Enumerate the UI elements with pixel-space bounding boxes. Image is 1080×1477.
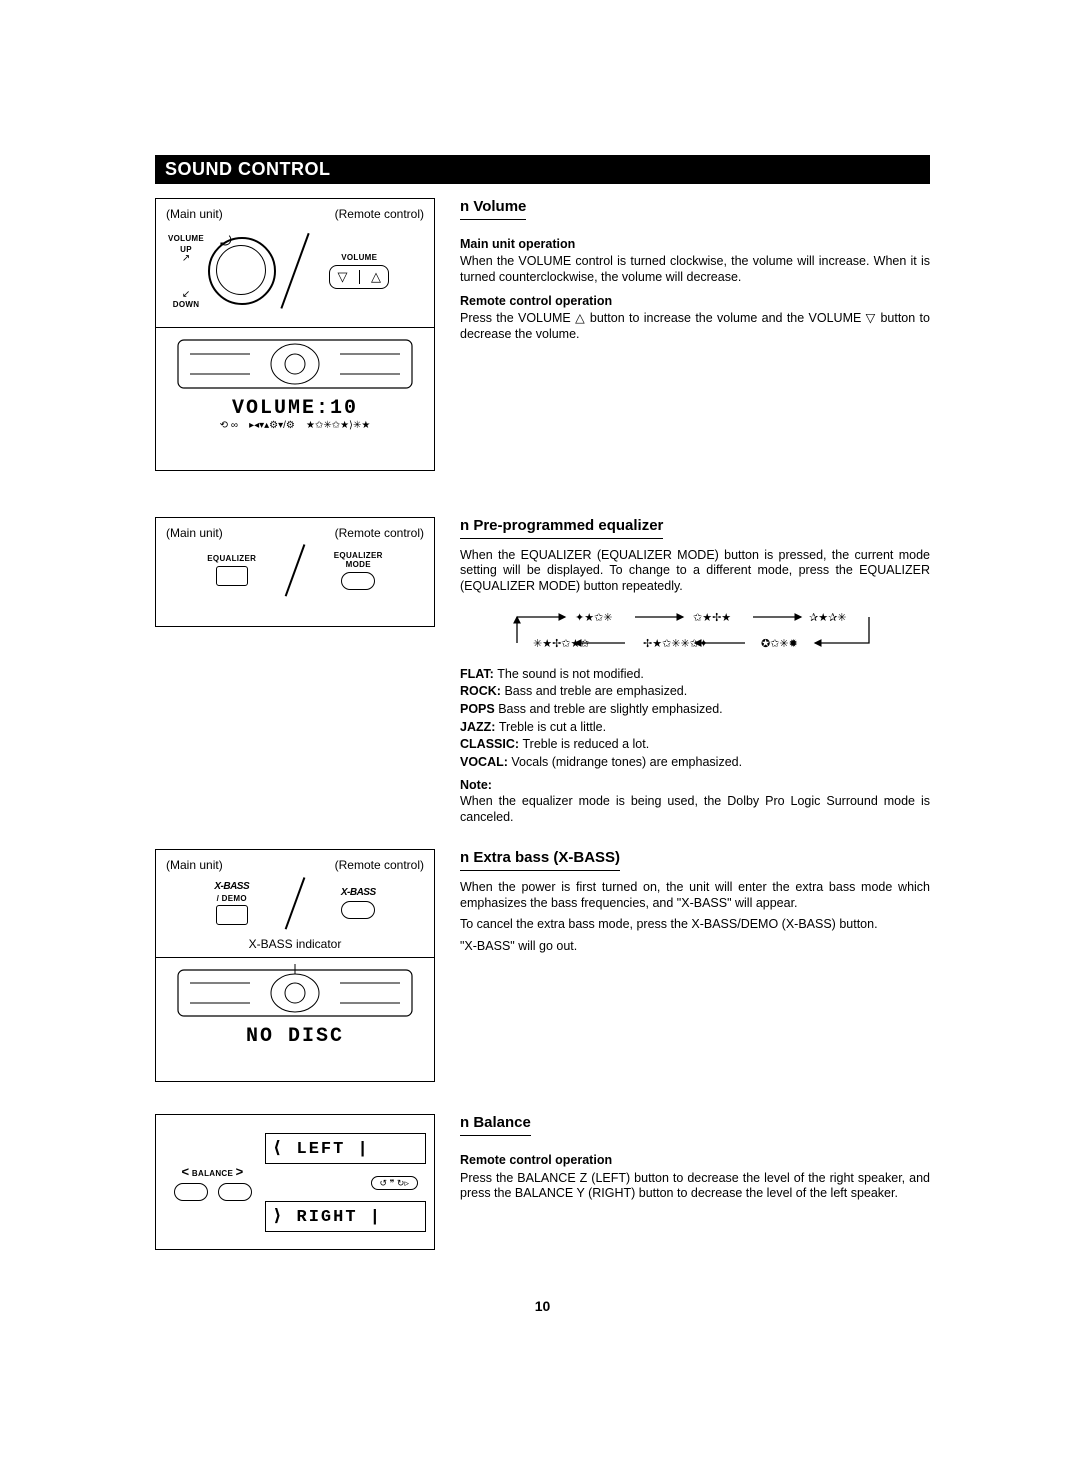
xbass-heading: n Extra bass (X-BASS): [460, 849, 620, 871]
label-remote: (Remote control): [335, 207, 424, 221]
display-panel-xbass: NO DISC: [156, 957, 434, 1054]
svg-text:✩★✢★: ✩★✢★: [693, 612, 731, 624]
section-title: SOUND CONTROL: [155, 155, 930, 184]
display-panel-volume: VOLUME:10 ⟲ ∞ ▸◂▾▴⚙▾/⚙ ★✩✳✩★⟩✳★: [156, 327, 434, 437]
balance-right-button-icon: [218, 1183, 252, 1201]
volume-knob-icon: ⤾: [208, 237, 276, 305]
diagram-xbass: (Main unit) (Remote control) X-BASS / DE…: [155, 849, 435, 1082]
svg-text:✰★✰✳: ✰★✰✳: [809, 612, 847, 624]
balance-heading: n Balance: [460, 1114, 531, 1136]
volume-remote-icon: ▽△: [329, 265, 389, 289]
volume-heading: n Volume: [460, 198, 526, 220]
diagram-volume: (Main unit) (Remote control) VOLUME UP ↗…: [155, 198, 435, 471]
row-volume: (Main unit) (Remote control) VOLUME UP ↗…: [155, 198, 930, 489]
tri-up-icon: △: [575, 311, 585, 325]
chevron-left-icon: <: [181, 1164, 189, 1179]
eq-heading: n Pre-programmed equalizer: [460, 517, 663, 539]
svg-text:✢★✩✳✳✩✦: ✢★✩✳✳✩✦: [643, 638, 708, 650]
chevron-right-icon: >: [236, 1164, 244, 1179]
xbass-remote-button-icon: [341, 901, 375, 919]
xbass-logo-icon: X-BASS: [214, 881, 249, 892]
balance-left-button-icon: [174, 1183, 208, 1201]
vol-h2: Remote control operation: [460, 294, 930, 310]
label-main-unit: (Main unit): [166, 207, 223, 221]
diagram-eq: (Main unit) (Remote control) EQUALIZER E…: [155, 517, 435, 627]
eq-main-button-icon: [216, 566, 248, 586]
volume-display: VOLUME:10: [162, 397, 428, 420]
vol-p1: When the VOLUME control is turned clockw…: [460, 254, 930, 285]
row-balance: < BALANCE > ⟨ LEFT | ↺ ❞ ↻▹ ⟩ RIGHT: [155, 1114, 930, 1268]
manual-page: SOUND CONTROL (Main unit) (Remote contro…: [0, 0, 1080, 1354]
eq-mode-list: FLAT: The sound is not modified. ROCK: B…: [460, 667, 930, 771]
eq-flow-diagram: ✦★✩✳ ✩★✢★ ✰★✰✳ ✳★✢✩★✩ ✢★✩✳✳✩✦ ✪✩✳✹: [505, 603, 885, 659]
balance-left-display: ⟨ LEFT |: [272, 1138, 370, 1159]
page-number: 10: [155, 1298, 930, 1314]
svg-text:✳★✢✩★✩: ✳★✢✩★✩: [533, 638, 590, 650]
eq-remote-button-icon: [341, 572, 375, 590]
xbass-main-button-icon: [216, 905, 248, 925]
balance-right-display: ⟩ RIGHT |: [272, 1206, 382, 1227]
tri-down-icon: ▽: [866, 311, 876, 325]
svg-text:✦★✩✳: ✦★✩✳: [575, 612, 613, 624]
row-eq: (Main unit) (Remote control) EQUALIZER E…: [155, 517, 930, 831]
remote-icon: ↺ ❞ ↻▹: [371, 1176, 418, 1190]
row-xbass: (Main unit) (Remote control) X-BASS / DE…: [155, 849, 930, 1100]
diagram-balance: < BALANCE > ⟨ LEFT | ↺ ❞ ↻▹ ⟩ RIGHT: [155, 1114, 435, 1250]
eq-p1: When the EQUALIZER (EQUALIZER MODE) butt…: [460, 548, 930, 595]
xbass-logo-icon: X-BASS: [341, 887, 376, 898]
xbass-display: NO DISC: [162, 1025, 428, 1048]
speaker-panel-icon: [170, 334, 420, 394]
vol-p2: Press the VOLUME △ button to increase th…: [460, 311, 930, 342]
vol-h1: Main unit operation: [460, 237, 930, 253]
svg-text:✪✩✳✹: ✪✩✳✹: [761, 638, 798, 650]
speaker-panel-icon: [170, 964, 420, 1022]
